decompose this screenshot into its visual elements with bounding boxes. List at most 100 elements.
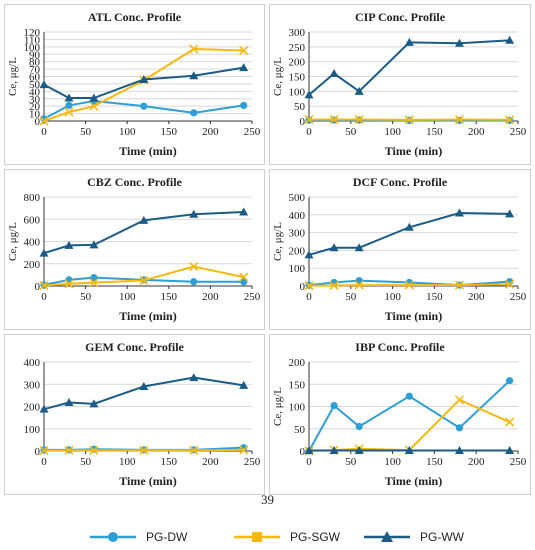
data-point-dw bbox=[190, 278, 198, 286]
y-axis-label: Ce, μg/L bbox=[7, 57, 19, 96]
data-point-dw bbox=[506, 377, 514, 385]
series-line-ww bbox=[43, 66, 244, 100]
x-tick-label: 250 bbox=[244, 126, 261, 138]
y-tick-label: 800 bbox=[24, 192, 41, 204]
y-tick-label: 100 bbox=[289, 402, 306, 414]
y-tick-label: 200 bbox=[289, 245, 306, 257]
data-point-ww bbox=[139, 74, 149, 83]
chart-panel-atl: ATL Conc. Profile 0 10 20 30 40 50 60 70 80 90 100 1… bbox=[4, 4, 265, 165]
x-tick-label: 100 bbox=[119, 291, 136, 303]
x-axis-label: Time (min) bbox=[119, 309, 176, 323]
legend-item-ww: PG-WW bbox=[362, 527, 464, 547]
y-tick-label: 200 bbox=[24, 259, 41, 271]
data-point-ww bbox=[304, 446, 314, 455]
data-point-sgw bbox=[39, 116, 49, 126]
chart-title: CIP Conc. Profile bbox=[355, 10, 446, 24]
data-point-ww bbox=[329, 69, 339, 78]
data-point-ww bbox=[404, 37, 414, 46]
x-tick-label: 100 bbox=[384, 291, 401, 303]
series-line-sgw bbox=[308, 398, 511, 452]
y-tick-label: 200 bbox=[289, 357, 306, 369]
y-tick-label: 100 bbox=[289, 263, 306, 275]
x-tick-label: 250 bbox=[510, 291, 527, 303]
x-tick-label: 200 bbox=[468, 456, 485, 468]
chart-panel-gem: GEM Conc. Profile 0 100 200 300 400 0 50 100 150 2… bbox=[4, 334, 265, 495]
y-tick-label: 20 bbox=[29, 101, 41, 113]
series-line-sgw bbox=[43, 448, 244, 452]
triangle-marker-icon bbox=[364, 531, 410, 542]
x-tick-label: 50 bbox=[80, 456, 92, 468]
y-tick-label: 200 bbox=[289, 57, 306, 69]
series-line-dw bbox=[308, 379, 511, 452]
x-tick-label: 150 bbox=[426, 126, 443, 138]
data-point-dw bbox=[405, 392, 413, 400]
data-point-ww bbox=[189, 209, 199, 218]
data-point-ww bbox=[505, 209, 515, 218]
y-tick-label: 400 bbox=[24, 357, 41, 369]
series-line-sgw bbox=[43, 48, 244, 122]
x-tick-label: 0 bbox=[41, 456, 47, 468]
series-line-ww bbox=[43, 376, 244, 411]
data-point-ww bbox=[89, 399, 99, 408]
x-tick-label: 100 bbox=[119, 456, 136, 468]
data-point-dw bbox=[355, 422, 363, 431]
data-point-ww bbox=[139, 381, 149, 390]
chart-svg: CIP Conc. Profile 0 50 100 150 200 250 300 0 50 10… bbox=[272, 10, 527, 158]
x-tick-label: 150 bbox=[426, 456, 443, 468]
legend-label-ww: PG-WW bbox=[420, 530, 464, 544]
data-point-ww bbox=[39, 404, 49, 413]
y-tick-label: 100 bbox=[24, 42, 41, 54]
x-tick-label: 250 bbox=[510, 456, 527, 468]
y-axis-label: Ce, μg/L bbox=[272, 57, 284, 96]
y-tick-label: 50 bbox=[294, 101, 306, 113]
series-line-ww bbox=[308, 212, 510, 256]
x-tick-label: 50 bbox=[80, 126, 92, 138]
data-point-sgw bbox=[189, 261, 199, 272]
data-point-ww bbox=[189, 373, 199, 382]
x-tick-label: 100 bbox=[119, 126, 136, 138]
x-tick-label: 150 bbox=[426, 291, 443, 303]
x-tick-label: 50 bbox=[345, 126, 357, 138]
y-tick-label: 40 bbox=[29, 86, 41, 98]
data-point-sgw bbox=[89, 445, 99, 455]
x-axis-label: Time (min) bbox=[119, 474, 176, 488]
x-tick-label: 250 bbox=[244, 456, 261, 468]
x-tick-label: 200 bbox=[468, 126, 485, 138]
y-tick-label: 0 bbox=[35, 281, 41, 293]
x-tick-label: 0 bbox=[41, 291, 47, 303]
data-point-ww bbox=[304, 90, 314, 99]
y-tick-label: 100 bbox=[289, 86, 306, 98]
chart-svg: IBP Conc. Profile 0 50 100 150 200 0 50 100 150 20… bbox=[272, 340, 527, 488]
y-tick-label: 300 bbox=[289, 228, 306, 240]
chart-title: ATL Conc. Profile bbox=[88, 10, 182, 24]
x-tick-label: 200 bbox=[202, 126, 219, 138]
data-point-sgw bbox=[329, 114, 339, 125]
x-tick-label: 0 bbox=[41, 126, 47, 138]
y-tick-label: 500 bbox=[289, 192, 306, 204]
data-point-ww bbox=[304, 250, 314, 259]
y-tick-label: 60 bbox=[29, 72, 41, 84]
data-point-ww bbox=[454, 38, 464, 47]
data-point-ww bbox=[89, 93, 99, 102]
chart-svg: DCF Conc. Profile 0 100 200 300 400 500 0 50 100 1… bbox=[272, 175, 527, 323]
data-point-ww bbox=[64, 240, 74, 249]
y-tick-label: 0 bbox=[300, 281, 306, 293]
y-tick-label: 80 bbox=[29, 57, 41, 69]
x-tick-label: 0 bbox=[306, 291, 312, 303]
data-point-ww bbox=[64, 93, 74, 102]
data-point-sgw bbox=[454, 280, 465, 290]
y-tick-label: 10 bbox=[29, 109, 41, 121]
data-point-ww bbox=[454, 446, 464, 455]
y-tick-label: 150 bbox=[289, 379, 306, 391]
x-axis-label: Time (min) bbox=[385, 144, 442, 158]
x-tick-label: 100 bbox=[384, 456, 401, 468]
legend-item-dw: PG-DW bbox=[88, 527, 187, 547]
data-point-ww bbox=[505, 35, 515, 44]
data-point-ww bbox=[139, 215, 149, 224]
chart-panel-cbz: CBZ Conc. Profile 0 200 400 600 800 0 50 100 150 2… bbox=[4, 169, 265, 330]
x-axis-label: Time (min) bbox=[385, 309, 442, 323]
y-tick-label: 120 bbox=[24, 27, 41, 39]
x-tick-label: 50 bbox=[80, 291, 92, 303]
data-point-dw bbox=[65, 276, 73, 284]
data-point-sgw bbox=[505, 417, 515, 427]
